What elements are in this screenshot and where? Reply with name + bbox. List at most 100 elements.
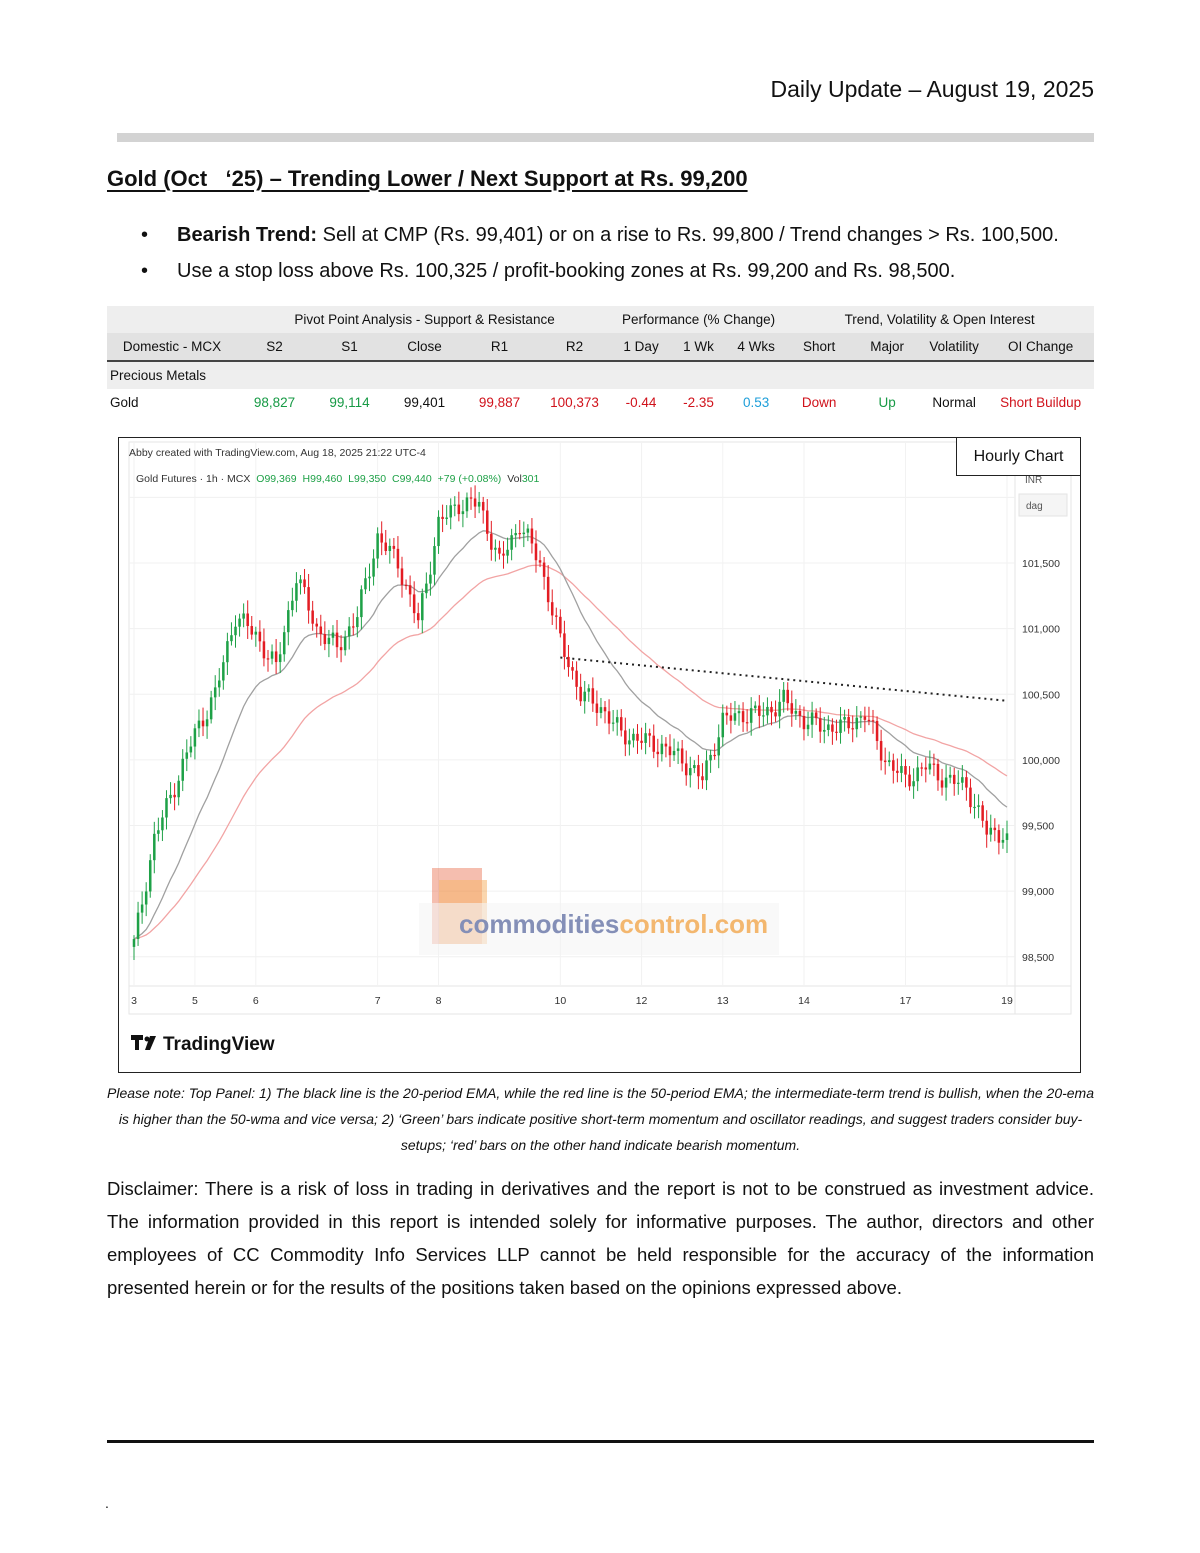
candle-body [762,715,765,717]
candle-body [887,760,891,763]
candle-body [441,516,444,519]
candle-body [810,712,814,725]
group-performance: Performance (% Change) [612,306,786,333]
ema50-line [133,564,1008,940]
legend-open: O99,369 [256,473,296,485]
candle-body [896,770,899,773]
candle-body [855,717,859,730]
candle-body [197,720,201,729]
scale-button[interactable] [1018,493,1068,517]
bullet-dot: • [141,260,149,282]
candle-body [140,904,144,913]
candle-body [786,689,789,704]
candle-body [640,740,643,743]
candle-body [209,697,213,720]
candle-body [429,574,432,584]
candle-body [993,827,997,831]
candle-body [510,535,513,550]
price-tick-label: 98,500 [1022,952,1054,964]
candle-body [132,939,136,947]
candle-body [717,737,720,756]
candle-body [169,794,172,799]
candle-body [250,626,254,635]
col-header: R1 [462,333,537,362]
candle-body [676,748,680,751]
legend-high: H99,460 [303,473,343,485]
candle-body [672,750,676,756]
candle-body [615,717,619,723]
col-header: Volatility [921,333,988,362]
report-title: Gold (Oct ‘25) – Trending Lower / Next S… [107,166,748,191]
candle-body [932,763,936,765]
trade-recommendations: • Bearish Trend: Sell at CMP (Rs. 99,401… [137,222,1059,294]
candle-body [595,703,599,713]
candle-body [652,735,655,752]
candle-body [693,765,696,769]
candle-body [490,533,493,550]
tradingview-wordmark: TradingView [163,1034,275,1055]
candle-body [323,634,327,645]
candle-body [461,511,465,515]
legend-vol-label: Vol [507,473,522,485]
candle-body [749,708,753,723]
bullet-dot: • [141,224,149,246]
candle-body [266,658,270,660]
watermark-band [419,903,779,955]
candle-body [969,787,972,808]
candle-body [465,497,469,512]
time-axis: 3 5 6 7 8 10 12 13 14 17 19 [131,995,1013,1007]
candle-body [282,632,286,655]
candle-body [794,710,798,714]
candle-body [587,688,591,692]
candle-body [193,728,197,747]
candle-body [790,703,794,714]
candle-body [879,741,883,761]
candle-body [437,516,440,547]
candle-body [705,760,708,781]
candle-body [701,776,704,781]
price-tick-label: 100,500 [1022,689,1060,701]
cell-1wk: -2.35 [683,395,714,410]
group-pivot: Pivot Point Analysis - Support & Resista… [237,306,613,333]
candle-body [153,833,156,861]
candle-body [161,817,164,831]
pivot-table: Pivot Point Analysis - Support & Resista… [107,306,1095,416]
candle-body [486,510,489,534]
candle-body [928,763,932,770]
candle-body [1005,833,1009,840]
legend-change: +79 (+0.08%) [438,473,502,485]
candle-body [315,623,318,627]
candle-body [246,613,249,627]
candle-body [684,763,688,776]
candle-body [274,651,278,663]
candle-body [961,777,964,783]
candle-body [628,740,631,745]
candle-body [766,706,769,716]
watermark-icon-orange [439,880,487,944]
candle-body [339,647,343,651]
candle-body [741,711,745,723]
tradingview-logo-dot [144,1036,150,1042]
candle-body [745,722,749,724]
candlestick-chart: commoditiescontrol.com 98,500 99,000 99,50… [128,441,1072,1055]
ema50-path [133,564,1008,940]
candle-body [619,717,623,731]
candle-body [778,701,781,717]
candle-body [660,743,664,755]
legend-vol: 301 [522,473,540,485]
candle-body [851,728,854,730]
candle-body [506,549,509,556]
scale-button-label: dag [1026,501,1043,512]
col-header: S2 [237,333,312,362]
candle-body [871,720,875,722]
cell-r1: 99,887 [478,395,521,410]
candle-body [421,593,424,621]
candle-body [981,805,984,821]
candle-body [725,712,729,716]
legend-close: C99,440 [392,473,432,485]
candle-body [514,533,517,536]
watermark-text: commoditiescontrol.com [459,909,768,939]
candle-body [648,733,651,736]
bullet-stoploss: • Use a stop loss above Rs. 100,325 / pr… [137,258,1059,294]
candle-body [542,562,546,577]
